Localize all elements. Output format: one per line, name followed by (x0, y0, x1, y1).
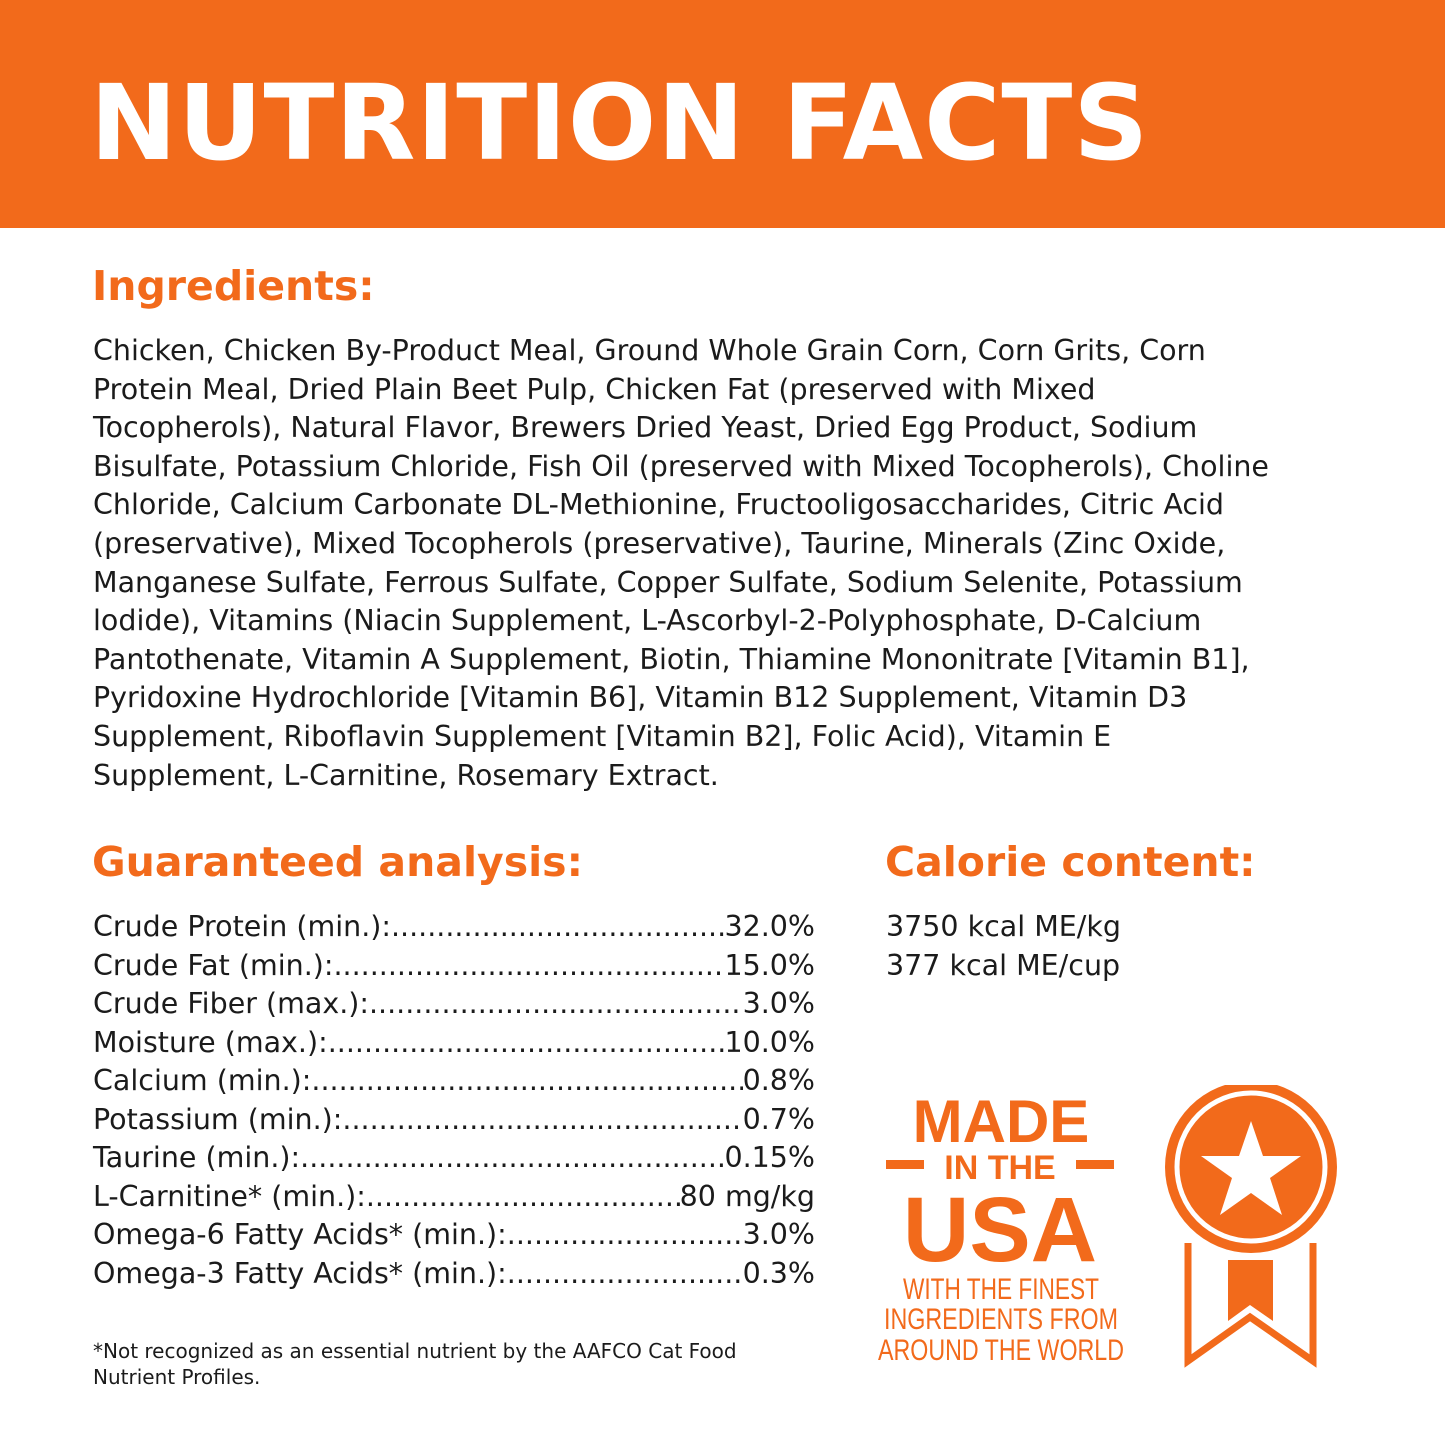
analysis-label: L-Carnitine* (min.): (93, 1179, 366, 1213)
dot-leader (507, 1216, 743, 1255)
dot-leader (507, 1255, 743, 1294)
calorie-list: 3750 kcal ME/kg 377 kcal ME/cup (886, 908, 1121, 985)
analysis-row: L-Carnitine* (min.): 80 mg/kg (93, 1178, 815, 1217)
ingredients-line: Manganese Sulfate, Ferrous Sulfate, Copp… (93, 565, 1243, 599)
dot-leader (328, 1024, 725, 1063)
analysis-label: Potassium (min.): (93, 1102, 343, 1136)
page-title: NUTRITION FACTS (90, 62, 1150, 184)
ingredients-line: (preservative), Mixed Tocopherols (prese… (93, 526, 1226, 560)
dot-leader (342, 1101, 742, 1140)
analysis-row: Crude Fiber (max.): 3.0% (93, 985, 815, 1024)
analysis-value: 32.0% (724, 910, 815, 943)
analysis-label: Moisture (max.): (93, 1025, 328, 1059)
dot-leader (391, 908, 724, 947)
footnote-line: *Not recognized as an essential nutrient… (93, 1339, 737, 1363)
analysis-value: 0.15% (724, 1141, 815, 1174)
made-in-usa-badge: MADE IN THE USA WITH THE FINEST INGREDIE… (878, 1085, 1337, 1368)
badge-line5: INGREDIENTS FROM (884, 1303, 1118, 1336)
ingredients-line: Pyridoxine Hydrochloride [Vitamin B6], V… (93, 681, 1188, 715)
ingredients-line: Supplement, Riboflavin Supplement [Vitam… (93, 719, 1112, 753)
analysis-value: 10.0% (724, 1025, 815, 1059)
analysis-value: 0.3% (742, 1256, 815, 1290)
analysis-row: Potassium (min.): 0.7% (93, 1101, 815, 1140)
analysis-value: 15.0% (724, 948, 815, 982)
badge-line4: WITH THE FINEST (903, 1273, 1099, 1306)
ingredients-line: Chicken, Chicken By-Product Meal, Ground… (93, 334, 1206, 367)
badge-in-the: IN THE (944, 1149, 1055, 1187)
ingredients-line: Tocopherols), Natural Flavor, Brewers Dr… (93, 411, 1198, 445)
analysis-value: 80 mg/kg (679, 1179, 815, 1213)
badge-usa: USA (903, 1179, 1097, 1281)
analysis-value: 0.8% (742, 1064, 815, 1097)
ingredients-line: Supplement, L-Carnitine, Rosemary Extrac… (93, 758, 719, 792)
dot-leader (333, 947, 724, 986)
ingredients-line: Chloride, Calcium Carbonate DL-Methionin… (93, 488, 1224, 522)
dot-leader (369, 985, 743, 1024)
ingredients-line: lodide), Vitamins (Niacin Supplement, L-… (93, 604, 1202, 638)
analysis-value: 3.0% (742, 987, 815, 1020)
footnote-line: Nutrient Profiles. (93, 1365, 261, 1389)
analysis-label: Calcium (min.): (93, 1064, 312, 1097)
analysis-row: Omega-6 Fatty Acids* (min.): 3.0% (93, 1216, 815, 1255)
analysis-row: Crude Fat (min.): 15.0% (93, 947, 815, 986)
analysis-table: Crude Protein (min.): 32.0% Crude Fat (min… (93, 908, 815, 1293)
header-banner: NUTRITION FACTS (0, 0, 1445, 228)
analysis-label: Taurine (min.): (93, 1141, 301, 1174)
calorie-heading: Calorie content: (885, 838, 1256, 886)
dot-leader (366, 1178, 680, 1217)
ingredients-line: Pantothenate, Vitamin A Supplement, Biot… (93, 642, 1250, 676)
analysis-row: Calcium (min.): 0.8% (93, 1062, 815, 1101)
analysis-row: Crude Protein (min.): 32.0% (93, 908, 815, 947)
award-ribbon-star-icon (1165, 1085, 1337, 1368)
analysis-value: 0.7% (742, 1102, 815, 1136)
analysis-label: Omega-3 Fatty Acids* (min.): (93, 1256, 507, 1290)
dot-leader (300, 1139, 724, 1178)
analysis-row: Omega-3 Fatty Acids* (min.): 0.3% (93, 1255, 815, 1294)
analysis-label: Crude Fiber (max.): (93, 987, 369, 1020)
analysis-heading: Guaranteed analysis: (92, 838, 583, 886)
analysis-row: Moisture (max.): 10.0% (93, 1024, 815, 1063)
calorie-line: 3750 kcal ME/kg (886, 910, 1121, 943)
calorie-line: 377 kcal ME/cup (886, 948, 1121, 982)
analysis-row: Taurine (min.): 0.15% (93, 1139, 815, 1178)
badge-line6: AROUND THE WORLD (878, 1334, 1124, 1367)
analysis-value: 3.0% (742, 1218, 815, 1251)
ingredients-heading: Ingredients: (92, 262, 375, 310)
analysis-label: Omega-6 Fatty Acids* (min.): (93, 1218, 507, 1251)
ingredients-line: Bisulfate, Potassium Chloride, Fish Oil … (93, 449, 1269, 483)
ingredients-list: Chicken, Chicken By-Product Meal, Ground… (93, 332, 1269, 795)
footnote: *Not recognized as an essential nutrient… (93, 1338, 737, 1390)
ingredients-line: Protein Meal, Dried Plain Beet Pulp, Chi… (93, 372, 1096, 406)
dot-leader (311, 1062, 742, 1101)
analysis-label: Crude Protein (min.): (93, 910, 391, 943)
analysis-label: Crude Fat (min.): (93, 948, 334, 982)
badge-made: MADE (913, 1088, 1090, 1155)
